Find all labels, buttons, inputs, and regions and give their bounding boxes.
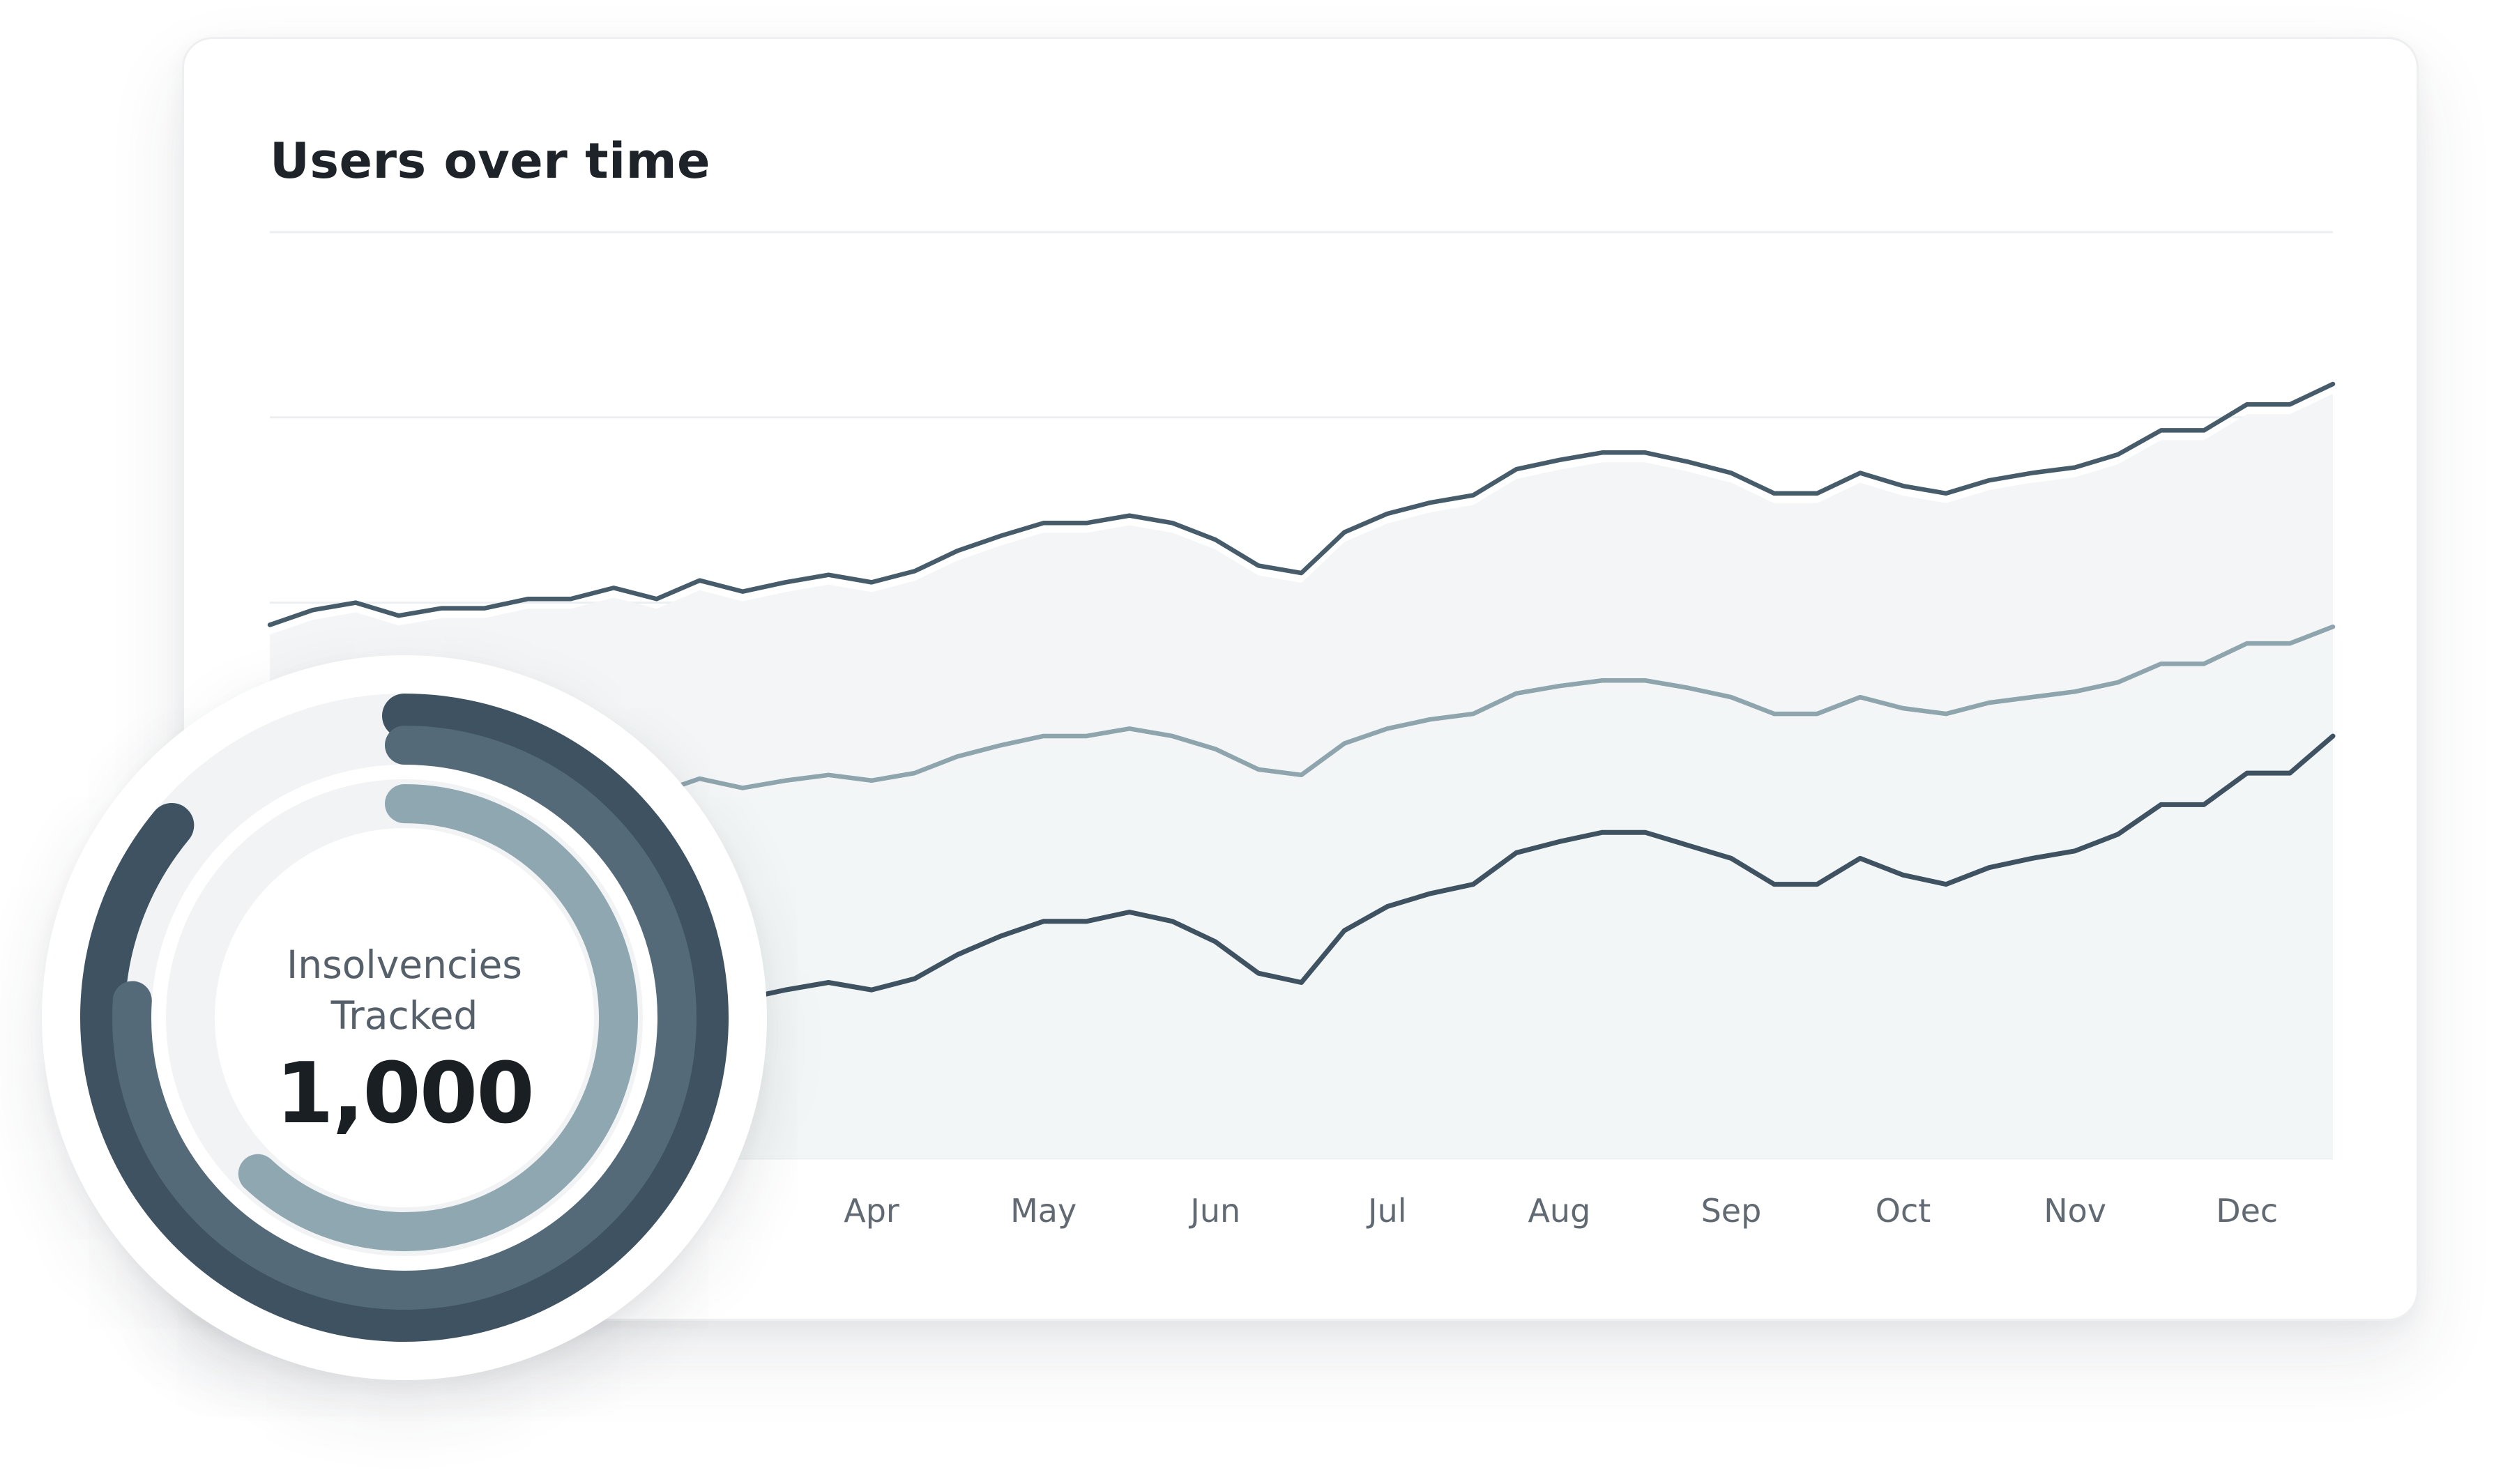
ring-arc-inner	[238, 784, 638, 1251]
x-tick-jun: Jun	[1188, 1192, 1240, 1230]
ring-arc-middle	[112, 726, 697, 1310]
x-tick-may: May	[1010, 1192, 1077, 1230]
chart-title: Users over time	[270, 132, 710, 190]
series-line-top	[267, 381, 2336, 627]
kpi-donut: Insolvencies Tracked 1,000	[42, 655, 767, 1380]
x-tick-nov: Nov	[2044, 1192, 2106, 1230]
ring-arc-outer	[80, 694, 729, 1342]
x-tick-aug: Aug	[1528, 1192, 1590, 1230]
kpi-label-line1: Insolvencies	[287, 942, 522, 987]
donut-rings	[80, 694, 729, 1342]
x-tick-jul: Jul	[1366, 1192, 1407, 1230]
kpi-label: Insolvencies Tracked	[42, 940, 767, 1041]
area-fill-bottom	[270, 745, 2333, 1158]
kpi-value: 1,000	[275, 1046, 535, 1142]
x-tick-apr: Apr	[844, 1192, 899, 1230]
x-tick-oct: Oct	[1876, 1192, 1931, 1230]
kpi-label-line2: Tracked	[330, 993, 478, 1038]
x-tick-sep: Sep	[1701, 1192, 1762, 1230]
x-axis-ticks: Apr May Jun Jul Aug Sep Oct Nov Dec	[844, 1192, 2278, 1230]
x-tick-dec: Dec	[2216, 1192, 2278, 1230]
